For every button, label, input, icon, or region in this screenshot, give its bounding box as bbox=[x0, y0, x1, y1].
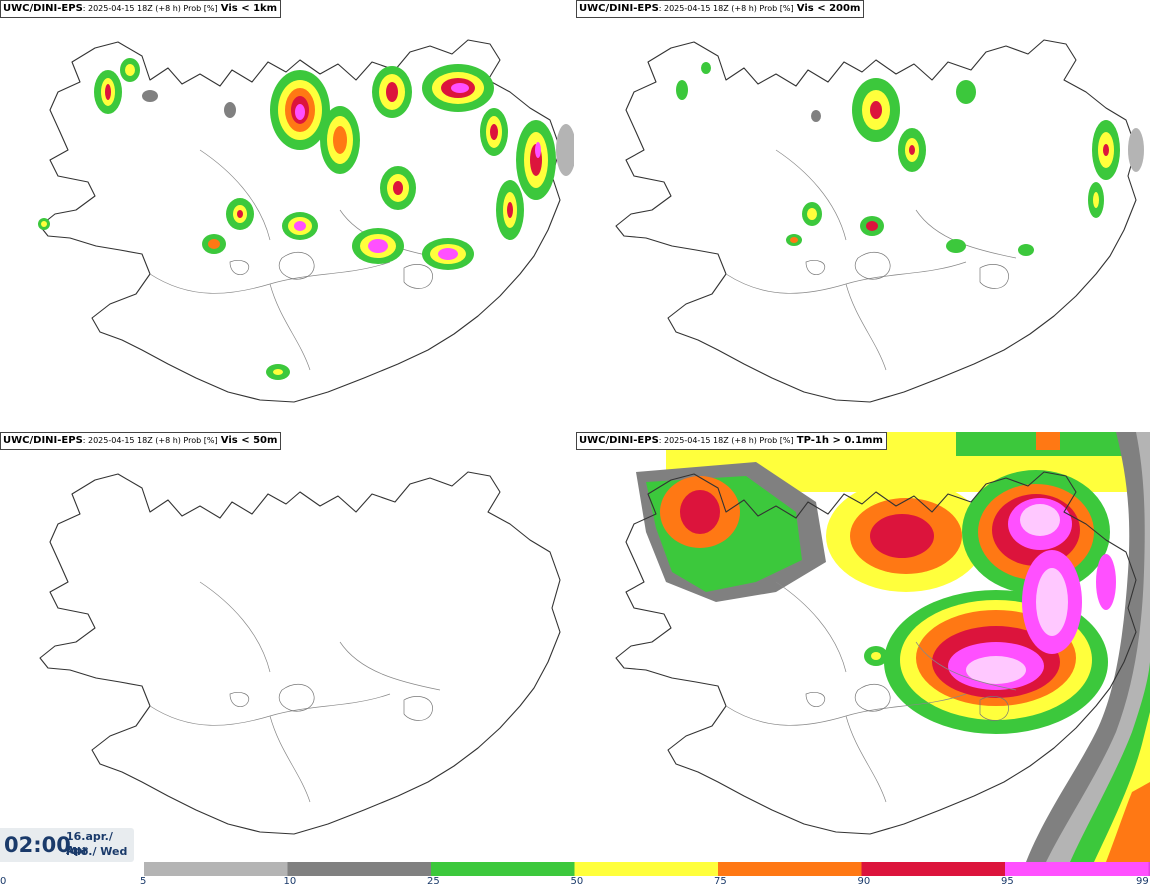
colorbar-tick-label: 50 bbox=[570, 876, 584, 887]
threshold-label: Vis < 200m bbox=[796, 3, 861, 14]
colorbar-band bbox=[287, 862, 431, 876]
probability-field bbox=[636, 432, 1150, 862]
model-name: UWC/DINI-EPS bbox=[579, 435, 659, 446]
colorbar-tick-label: 90 bbox=[857, 876, 871, 887]
map-panel-vis-1km: UWC/DINI-EPS: 2025-04-15 18Z (+8 h) Prob… bbox=[0, 0, 574, 430]
threshold-label: Vis < 50m bbox=[220, 435, 278, 446]
colorbar-tick-label: 5 bbox=[140, 876, 147, 887]
iceland-map bbox=[615, 432, 1150, 862]
run-info: : 2025-04-15 18Z (+8 h) Prob [%] bbox=[658, 436, 794, 445]
colorbar-tick-label: 99 bbox=[1136, 876, 1149, 887]
run-info: : 2025-04-15 18Z (+8 h) Prob [%] bbox=[658, 4, 794, 13]
colorbar: 0 5 10 25 50 75 90 95 99 bbox=[0, 862, 1150, 891]
run-info: : 2025-04-15 18Z (+8 h) Prob [%] bbox=[82, 436, 218, 445]
run-info: : 2025-04-15 18Z (+8 h) Prob [%] bbox=[82, 4, 218, 13]
colorbar-band bbox=[861, 862, 1005, 876]
iceland-map bbox=[38, 39, 574, 403]
colorbar-tick-label: 95 bbox=[1001, 876, 1014, 887]
valid-date: 16.apr./ Apr bbox=[66, 830, 113, 857]
probability-field bbox=[38, 58, 574, 380]
map-panel-precip: UWC/DINI-EPS: 2025-04-15 18Z (+8 h) Prob… bbox=[576, 432, 1150, 862]
iceland-map bbox=[615, 39, 1144, 403]
panel-title: UWC/DINI-EPS: 2025-04-15 18Z (+8 h) Prob… bbox=[576, 432, 887, 450]
colorbar-band bbox=[574, 862, 718, 876]
colorbar-tick-label: 10 bbox=[283, 876, 297, 887]
threshold-label: TP-1h > 0.1mm bbox=[796, 435, 883, 446]
colorbar-bands bbox=[144, 862, 1150, 876]
colorbar-band bbox=[1148, 862, 1150, 876]
colorbar-tick-label: 75 bbox=[714, 876, 727, 887]
iceland-map bbox=[39, 471, 561, 835]
probability-field bbox=[676, 62, 1144, 256]
map-panel-vis-50m: UWC/DINI-EPS: 2025-04-15 18Z (+8 h) Prob… bbox=[0, 432, 574, 862]
model-name: UWC/DINI-EPS bbox=[3, 3, 83, 14]
threshold-label: Vis < 1km bbox=[220, 3, 278, 14]
panel-title: UWC/DINI-EPS: 2025-04-15 18Z (+8 h) Prob… bbox=[576, 0, 865, 18]
map-panel-vis-200m: UWC/DINI-EPS: 2025-04-15 18Z (+8 h) Prob… bbox=[576, 0, 1150, 430]
valid-weekday: Mið./ Wed bbox=[66, 845, 128, 858]
panel-title: UWC/DINI-EPS: 2025-04-15 18Z (+8 h) Prob… bbox=[0, 432, 282, 450]
model-name: UWC/DINI-EPS bbox=[3, 435, 83, 446]
colorbar-tick-label: 0 bbox=[0, 876, 7, 887]
valid-time-box: 02:00 16.apr./ Apr Mið./ Wed bbox=[0, 828, 134, 862]
colorbar-band bbox=[431, 862, 575, 876]
colorbar-band bbox=[144, 862, 288, 876]
model-name: UWC/DINI-EPS bbox=[579, 3, 659, 14]
colorbar-band bbox=[1005, 862, 1149, 876]
colorbar-tick-label: 25 bbox=[427, 876, 440, 887]
panel-title: UWC/DINI-EPS: 2025-04-15 18Z (+8 h) Prob… bbox=[0, 0, 282, 18]
valid-time: 02:00 bbox=[4, 833, 71, 857]
colorbar-band bbox=[718, 862, 862, 876]
